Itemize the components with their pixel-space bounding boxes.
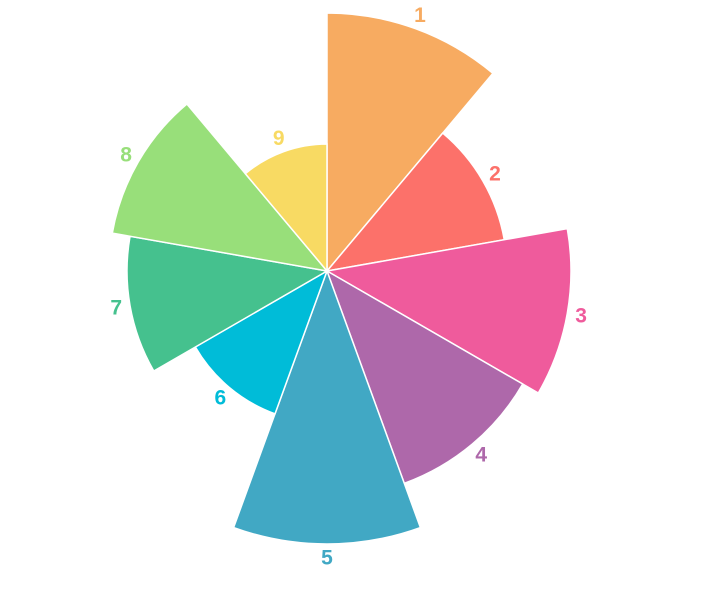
slices-group	[112, 13, 571, 544]
slice-label-8: 8	[120, 144, 132, 167]
slice-label-9: 9	[273, 127, 285, 150]
slice-label-5: 5	[321, 547, 333, 570]
slice-label-3: 3	[575, 304, 587, 327]
slice-label-2: 2	[489, 163, 501, 186]
slice-label-4: 4	[475, 443, 487, 466]
slice-label-7: 7	[110, 297, 122, 320]
slice-label-6: 6	[214, 387, 226, 410]
slice-label-1: 1	[414, 4, 426, 27]
